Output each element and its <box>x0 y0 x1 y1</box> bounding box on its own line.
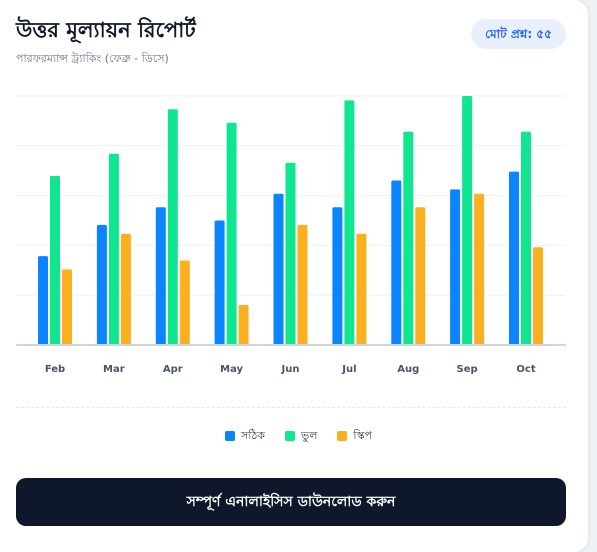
bar-wrong-oct <box>521 131 531 345</box>
bar-correct-sep <box>450 189 461 345</box>
x-tick-label: Apr <box>163 364 183 375</box>
legend-label-wrong: ভুল <box>301 428 318 442</box>
bar-wrong-jul <box>344 100 355 346</box>
bar-skip-apr <box>179 260 190 345</box>
x-tick-label: May <box>220 364 243 375</box>
x-tick-label: Jul <box>341 364 356 375</box>
bar-wrong-apr <box>167 109 178 345</box>
legend-item-wrong: ভুল <box>285 427 317 446</box>
bar-skip-jun <box>297 224 308 345</box>
divider <box>16 407 566 408</box>
legend-swatch-skip <box>337 431 348 441</box>
x-tick-labels: Feb Mar Apr May Jun Jul Aug Sep Oct <box>45 364 536 375</box>
bar-correct-mar <box>96 224 107 345</box>
bar-skip-jul <box>356 233 367 345</box>
x-tick-label: Jun <box>281 364 300 375</box>
download-analysis-button[interactable]: সম্পূর্ণ এনালাইসিস ডাউনলোড করুন <box>16 478 566 526</box>
bar-correct-may <box>214 220 225 345</box>
bar-skip-may <box>238 305 249 345</box>
bar-correct-feb <box>38 256 48 345</box>
bar-wrong-sep <box>462 96 473 345</box>
bar-correct-oct <box>509 171 519 345</box>
legend: সঠিক ভুল স্কিপ <box>0 428 597 444</box>
bar-skip-mar <box>120 233 131 345</box>
x-tick-label: Sep <box>457 364 478 375</box>
total-questions-badge: মোট প্রশ্ন: ৫৫ <box>471 19 566 49</box>
legend-swatch-correct <box>225 431 236 441</box>
x-tick-label: Feb <box>45 364 65 375</box>
x-tick-label: Aug <box>397 364 419 375</box>
legend-label-skip: স্কিপ <box>353 428 372 442</box>
bar-correct-jul <box>332 207 343 345</box>
bar-skip-feb <box>62 269 72 345</box>
legend-label-correct: সঠিক <box>241 428 266 442</box>
bar-wrong-may <box>226 122 237 345</box>
bar-correct-apr <box>155 207 166 345</box>
legend-swatch-wrong <box>285 431 296 441</box>
x-tick-label: Mar <box>103 364 125 375</box>
bar-skip-aug <box>415 207 426 345</box>
page-subtitle: পারফরম্যান্স ট্র্যাকিং (ফেব্রু - ডিসে) <box>16 52 169 65</box>
legend-item-correct: সঠিক <box>225 427 265 446</box>
bar-wrong-mar <box>108 153 119 345</box>
bar-wrong-aug <box>403 131 414 345</box>
x-tick-label: Oct <box>516 364 535 375</box>
bar-skip-oct <box>533 247 543 345</box>
bars <box>38 96 543 346</box>
bar-chart: Feb Mar Apr May Jun Jul Aug Sep Oct <box>16 95 566 375</box>
bar-correct-aug <box>391 180 402 345</box>
page-title: উত্তর মূল্যায়ন রিপোর্ট <box>16 18 196 42</box>
bar-skip-sep <box>474 193 485 345</box>
bar-wrong-jun <box>285 162 296 345</box>
bar-wrong-feb <box>50 176 60 345</box>
legend-item-skip: স্কিপ <box>337 427 372 446</box>
bar-correct-jun <box>273 193 284 345</box>
